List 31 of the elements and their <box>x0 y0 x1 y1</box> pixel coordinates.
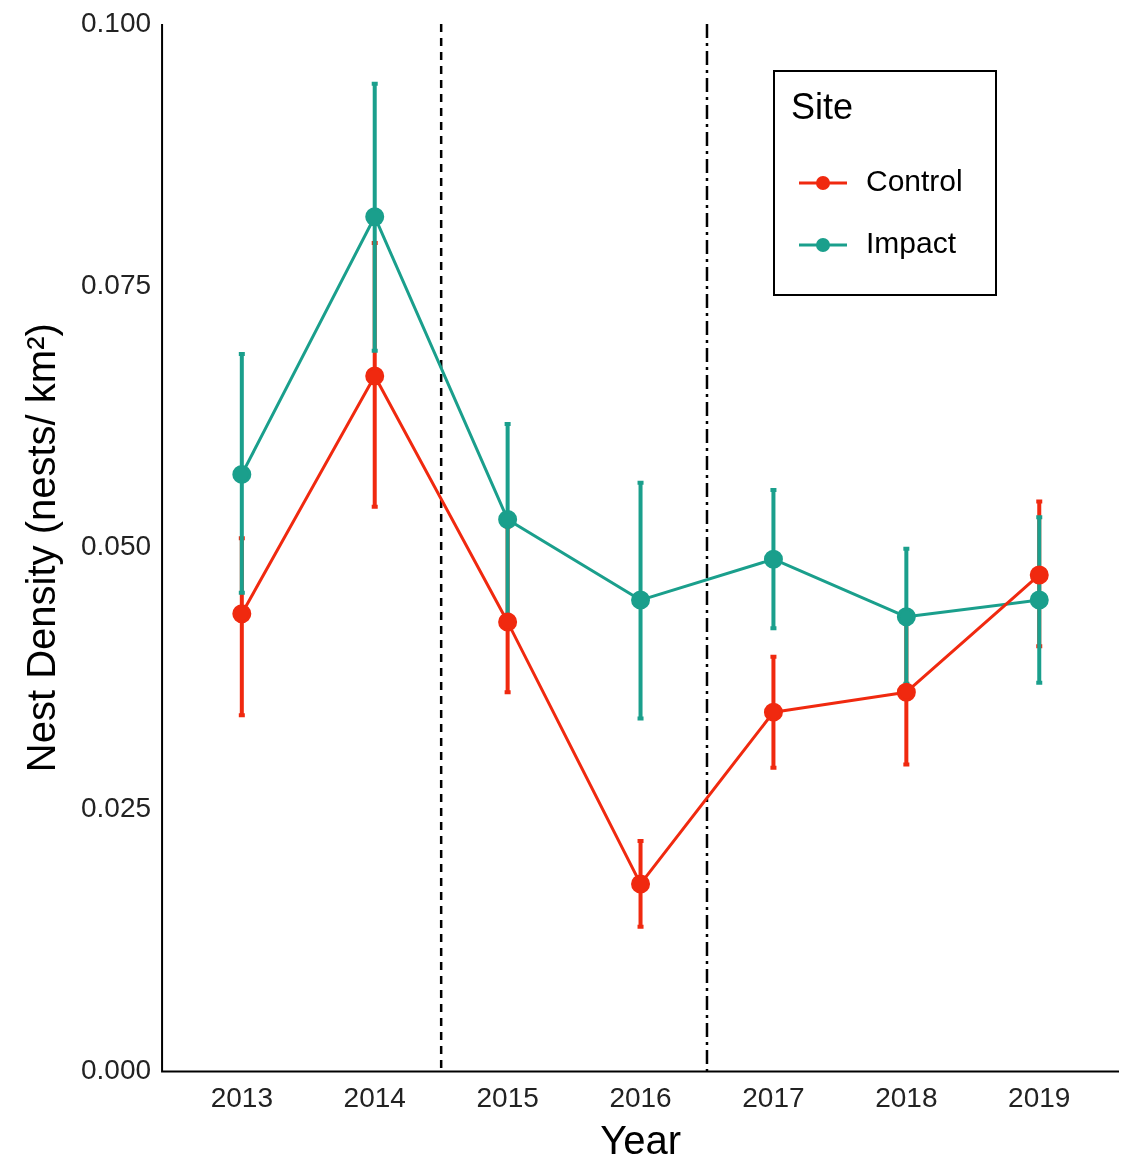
point <box>896 607 916 627</box>
y-axis-title: Nest Density (nests/ km²) <box>19 323 64 773</box>
point <box>631 590 651 610</box>
y-tick-label: 0.025 <box>80 792 152 824</box>
x-tick-label: 2018 <box>875 1081 938 1113</box>
y-tick-label: 0.050 <box>80 530 152 562</box>
point <box>763 549 783 569</box>
x-tick-label: 2016 <box>609 1081 672 1113</box>
legend-label: Impact <box>866 226 957 260</box>
x-tick-label: 2019 <box>1008 1081 1071 1113</box>
x-tick-label: 2013 <box>210 1081 273 1113</box>
y-tick-label: 0.075 <box>80 268 152 300</box>
point <box>365 207 385 227</box>
legend-title: Site <box>791 85 854 127</box>
y-tick-label: 0.000 <box>80 1054 152 1086</box>
x-axis-title: Year <box>600 1118 681 1163</box>
point <box>1029 590 1049 610</box>
point <box>232 464 252 484</box>
point <box>498 612 518 632</box>
point <box>365 366 385 386</box>
legend-label: Control <box>866 164 963 198</box>
point <box>498 509 518 529</box>
point <box>1029 565 1049 585</box>
x-tick-label: 2014 <box>343 1081 406 1113</box>
x-tick-label: 2017 <box>742 1081 805 1113</box>
point <box>763 702 783 722</box>
point <box>631 874 651 894</box>
point <box>232 604 252 624</box>
x-tick-label: 2015 <box>476 1081 539 1113</box>
point <box>896 682 916 702</box>
y-tick-label: 0.100 <box>80 6 152 38</box>
